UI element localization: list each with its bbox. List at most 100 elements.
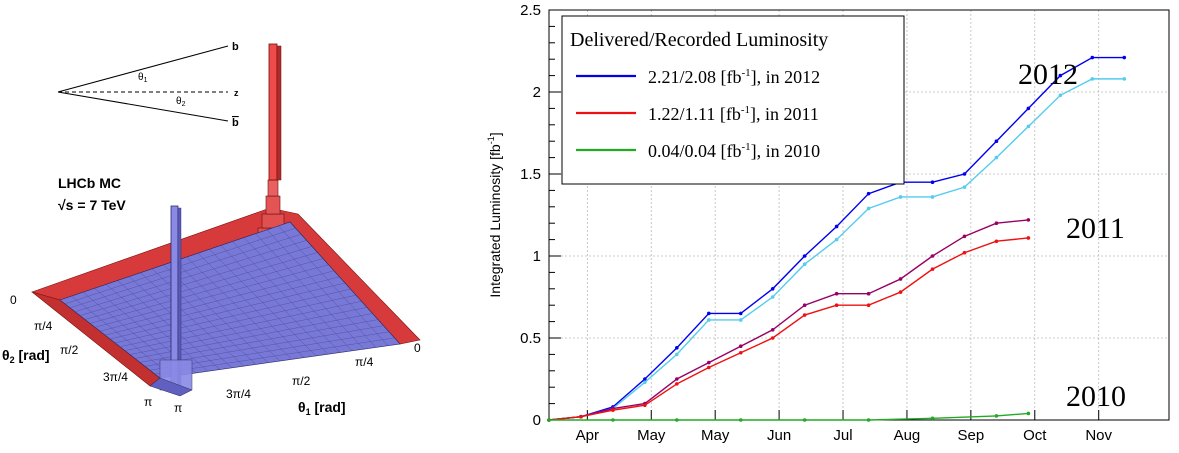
data-point <box>675 346 679 350</box>
data-point <box>930 254 935 258</box>
lhcb-mc-label: LHCb MC <box>58 175 121 191</box>
qq-peak-tower <box>170 205 179 387</box>
y-tick-label: 2 <box>533 84 541 101</box>
data-point <box>611 408 615 412</box>
data-point <box>866 191 871 196</box>
theta1-tick: 3π/4 <box>226 387 251 401</box>
data-point <box>994 139 999 143</box>
theta2-diagram-label: θ2 <box>176 96 186 108</box>
legend-entry-label: 1.22/1.11 [fb-1], in 2011 <box>648 104 819 124</box>
data-point <box>834 224 839 229</box>
bbar-label: b <box>232 117 239 129</box>
data-point <box>706 365 711 370</box>
data-point <box>675 377 679 381</box>
x-tick-label: May <box>701 427 730 444</box>
data-point <box>643 403 647 408</box>
data-point <box>802 254 807 258</box>
theta2-tick: 3π/4 <box>103 370 128 384</box>
year-label-2012: 2012 <box>1018 58 1078 91</box>
data-point <box>930 180 935 184</box>
theta2-axis: 0 π/4 π/2 3π/4 π θ2 [rad] <box>2 293 152 409</box>
data-point <box>994 239 999 244</box>
y-tick-label: 0.5 <box>520 330 541 347</box>
year-label-2010: 2010 <box>1066 380 1126 413</box>
angle-diagram: b b z θ1 θ2 <box>57 41 239 129</box>
data-point <box>866 206 871 211</box>
x-axis: Apr May May Jun Jul Aug Sep Oct Nov <box>576 410 1113 444</box>
data-point <box>1122 77 1127 81</box>
data-point <box>738 350 743 355</box>
data-point <box>930 195 935 199</box>
theta2-tick: 0 <box>10 293 17 307</box>
x-tick-label: Jun <box>767 427 791 444</box>
lego-plot-panel: b b z θ1 θ2 LHCb MC √s = 7 TeV <box>0 0 450 448</box>
data-point <box>962 234 967 239</box>
x-tick-label: Sep <box>958 427 985 444</box>
data-point <box>738 418 743 422</box>
data-point <box>802 303 807 308</box>
data-point <box>962 172 967 176</box>
data-point <box>994 221 999 225</box>
y-tick-label: 1.5 <box>520 166 541 183</box>
data-point <box>675 418 679 422</box>
legend: Delivered/Recorded Luminosity 2.21/2.08 … <box>561 15 905 185</box>
x-tick-label: Apr <box>576 427 599 444</box>
theta1-tick: 0 <box>414 341 421 355</box>
data-point <box>706 311 711 316</box>
luminosity-chart-panel: 0 0.5 1 1.5 2 2.5 Apr May May Jun Jul Aug Sep Oct Nov… <box>470 0 1179 448</box>
theta1-tick: π/4 <box>355 355 374 369</box>
data-point <box>1090 77 1095 81</box>
x-tick-label: Aug <box>894 427 921 444</box>
data-point <box>802 313 807 317</box>
data-point <box>675 352 679 357</box>
data-point <box>1090 55 1095 60</box>
data-point <box>866 303 871 308</box>
data-point <box>611 418 615 422</box>
series-line <box>549 412 1029 421</box>
legend-box <box>561 15 905 185</box>
data-point <box>770 336 775 340</box>
data-point <box>1026 218 1031 222</box>
legend-entry-label: 2.21/2.08 [fb-1], in 2012 <box>648 67 820 87</box>
legend-title: Delivered/Recorded Luminosity <box>570 29 828 51</box>
data-point <box>1026 124 1031 129</box>
x-tick-label: Nov <box>1085 427 1112 444</box>
data-point <box>1026 236 1031 240</box>
data-point <box>834 237 839 242</box>
y-tick-label: 0 <box>533 412 541 429</box>
data-point <box>706 318 711 322</box>
data-point <box>579 414 583 419</box>
data-point <box>962 250 967 255</box>
theta2-tick: π <box>144 395 152 409</box>
data-point <box>866 418 871 422</box>
data-point <box>770 295 775 299</box>
data-point <box>770 287 775 291</box>
b-label: b <box>232 41 239 53</box>
series-line <box>548 219 1029 421</box>
data-point <box>1026 106 1031 111</box>
theta1-tick: π <box>174 401 182 415</box>
gg-peak-tower <box>268 43 278 181</box>
data-point <box>1026 411 1031 416</box>
x-tick-label: Jul <box>833 427 852 444</box>
bbar-line <box>57 91 229 122</box>
data-point <box>898 277 903 281</box>
data-point <box>898 195 903 199</box>
theta1-axis-title: θ1 [rad] <box>298 399 346 417</box>
data-point <box>738 311 743 316</box>
data-point <box>994 155 999 160</box>
data-point <box>706 360 711 365</box>
data-point <box>898 290 903 294</box>
theta2-tick: π/2 <box>60 343 79 357</box>
data-point <box>930 416 935 421</box>
data-point <box>643 380 647 385</box>
data-point <box>802 262 807 267</box>
x-tick-label: Oct <box>1023 427 1047 444</box>
data-point <box>962 185 967 189</box>
data-point <box>1058 93 1063 98</box>
x-tick-label: May <box>637 427 666 444</box>
data-point <box>738 344 743 349</box>
series-line <box>548 237 1029 421</box>
y-axis: 0 0.5 1 1.5 2 2.5 <box>520 2 561 429</box>
data-point <box>643 377 647 381</box>
